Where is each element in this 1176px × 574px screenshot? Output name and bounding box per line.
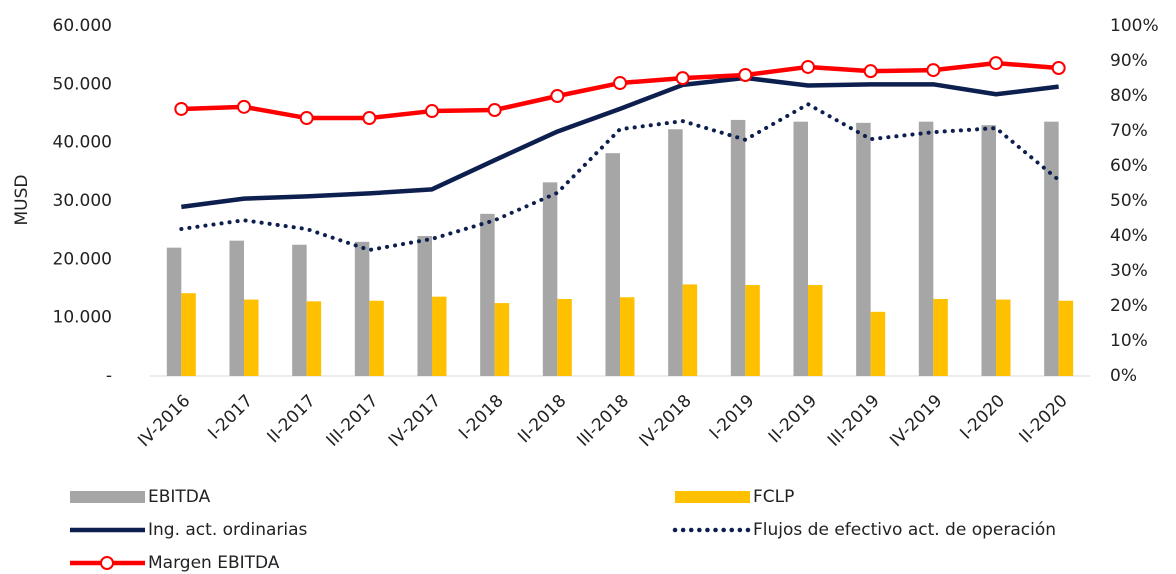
bar (745, 285, 760, 376)
line (181, 75, 1059, 210)
x-tick-label: II-2020 (1016, 391, 1072, 447)
legend-swatch (70, 491, 145, 503)
y2-tick-label: 100% (1110, 16, 1159, 36)
line (179, 102, 1061, 252)
bar (354, 241, 370, 376)
line-marker (738, 68, 753, 82)
x-tick-label: IV-2017 (385, 391, 445, 451)
bar (793, 121, 808, 377)
line-marker (174, 101, 189, 116)
bar (166, 247, 182, 376)
bar (870, 311, 886, 376)
legend-label: Margen EBITDA (148, 553, 280, 573)
y2-tick-label: 10% (1110, 331, 1148, 351)
y-tick-label: - (106, 366, 112, 386)
line-marker (863, 64, 878, 79)
line-marker (362, 111, 377, 126)
bar (417, 236, 432, 376)
y-tick-label: 60.000 (53, 16, 112, 36)
y2-tick-label: 30% (1110, 261, 1148, 281)
x-tick-label: I-2020 (956, 391, 1009, 444)
bar (682, 284, 698, 376)
legend-label: Ing. act. ordinarias (148, 520, 308, 540)
y2-tick-label: 20% (1110, 296, 1148, 316)
bar (557, 299, 572, 376)
x-tick-label: I-2019 (706, 391, 759, 444)
bar (181, 293, 196, 376)
y2-tick-label: 90% (1110, 51, 1148, 71)
bar (1044, 121, 1059, 377)
bar (605, 153, 620, 376)
x-tick-label: III-2017 (323, 391, 383, 451)
line-marker (237, 99, 251, 114)
y2-tick-label: 60% (1110, 156, 1148, 176)
line-marker (550, 89, 565, 103)
bar (620, 297, 635, 376)
y-tick-label: 40.000 (53, 133, 112, 153)
line-marker (675, 71, 690, 86)
x-tick-label: III-2018 (573, 391, 633, 451)
legend-label: FCLP (753, 487, 794, 507)
bar (668, 129, 683, 376)
x-tick-label: II-2018 (514, 391, 570, 447)
bar (480, 213, 495, 376)
bar (292, 244, 307, 376)
x-tick-label: II-2017 (264, 391, 320, 447)
line-marker (1051, 61, 1066, 75)
legend-label: EBITDA (148, 487, 211, 507)
line-marker (613, 76, 627, 91)
line-marker (926, 63, 941, 78)
bar (542, 182, 558, 376)
y-axis-label: MUSD (12, 175, 32, 226)
y2-tick-label: 50% (1110, 191, 1148, 211)
line-marker (299, 111, 314, 126)
bar (730, 119, 746, 377)
legend-label: Flujos de efectivo act. de operación (753, 520, 1056, 540)
line-marker (425, 104, 439, 119)
x-tick-label: I-2018 (455, 391, 508, 444)
legend-marker (100, 556, 114, 570)
legend-swatch (675, 491, 750, 503)
y-tick-label: 50.000 (53, 74, 112, 94)
y-tick-label: 30.000 (53, 191, 112, 211)
bar (244, 299, 259, 376)
line-marker (487, 103, 502, 117)
y2-tick-label: 0% (1110, 366, 1137, 386)
bar (494, 303, 510, 376)
bar (981, 125, 996, 377)
bar (1058, 300, 1074, 376)
x-tick-label: III-2019 (824, 391, 884, 451)
y2-tick-label: 70% (1110, 121, 1148, 141)
x-tick-label: II-2019 (765, 391, 821, 447)
bar (933, 299, 948, 376)
bar (229, 240, 244, 376)
y-tick-label: 10.000 (53, 308, 112, 328)
x-tick-label: IV-2019 (886, 391, 946, 451)
bar (306, 301, 322, 376)
bar (996, 299, 1011, 376)
line-marker (801, 59, 815, 74)
bar (369, 300, 384, 376)
bar (856, 122, 871, 376)
x-tick-label: IV-2018 (636, 391, 696, 451)
y-tick-label: 20.000 (53, 249, 112, 269)
y2-tick-label: 80% (1110, 86, 1148, 106)
y2-tick-label: 40% (1110, 226, 1148, 246)
bar (808, 285, 823, 376)
x-tick-label: IV-2016 (134, 391, 194, 451)
line-marker (989, 56, 1003, 71)
bar (432, 296, 447, 376)
x-tick-label: I-2017 (204, 391, 257, 444)
bar (918, 121, 934, 377)
